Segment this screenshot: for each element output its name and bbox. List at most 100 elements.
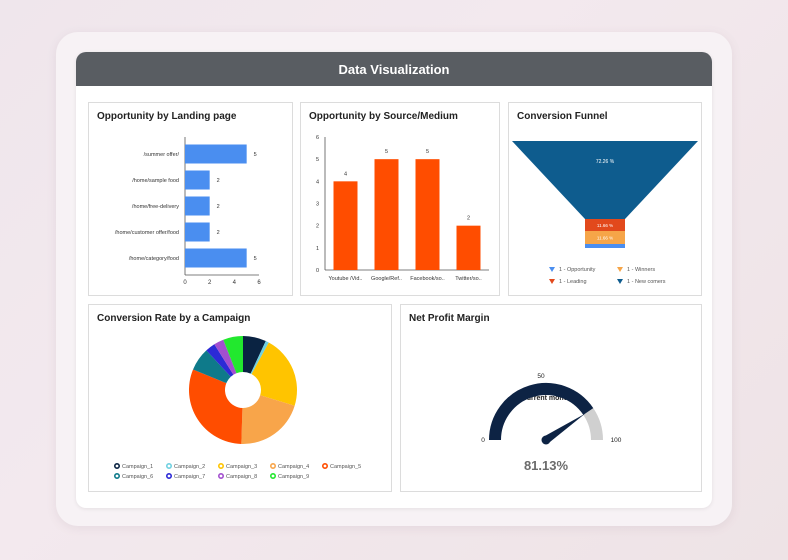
page-title: Data Visualization: [338, 61, 450, 77]
bar-value-label: 2: [217, 178, 220, 184]
bar-category-label: /home/free-delivery: [132, 204, 179, 210]
bar: [185, 170, 210, 190]
dashboard-window: Data Visualization Opportunity by Landin…: [76, 52, 712, 508]
x-tick-label: 0: [183, 280, 187, 286]
funnel-stage: [585, 231, 625, 244]
bar: [456, 225, 481, 270]
bar-value-label: 2: [217, 230, 220, 236]
bar: [185, 144, 247, 164]
bar: [333, 181, 358, 270]
donut-slice: [223, 336, 243, 374]
donut-slice: [243, 336, 266, 374]
donut-slice: [241, 395, 295, 444]
y-tick-label: 0: [316, 268, 319, 274]
legend-marker: [218, 463, 225, 470]
funnel-stage-label: 11.66 %: [597, 236, 613, 241]
bar: [374, 159, 399, 270]
x-tick-label: 2: [208, 280, 212, 286]
bar-category-label: /home/sample food: [132, 178, 179, 184]
bar-value-label: 2: [467, 216, 470, 222]
bar: [185, 196, 210, 216]
source-medium-title: Opportunity by Source/Medium: [309, 111, 458, 122]
legend-label: Campaign_3: [226, 464, 257, 470]
landing-bar-chart: /summer offer/5/home/sample food 2/home/f…: [115, 137, 261, 286]
y-tick-label: 3: [316, 202, 319, 208]
legend-label: Campaign_5: [330, 464, 361, 470]
gauge-max-label: 100: [611, 437, 622, 444]
funnel-title: Conversion Funnel: [517, 111, 608, 122]
gauge-needle-hub: [541, 435, 551, 445]
gauge-needle: [543, 413, 585, 444]
legend-marker: [322, 463, 329, 470]
legend-marker: [113, 473, 120, 480]
donut-slice: [193, 350, 231, 384]
funnel-chart: 72.26 % 11.66 % 11.66 % 1 - Opportunity 1 - …: [512, 141, 698, 285]
x-category-label: Twitter/so..: [455, 276, 482, 282]
campaign-title: Conversion Rate by a Campaign: [97, 313, 251, 324]
profit-gauge: Current month 0 50 100 81.13%: [481, 373, 622, 473]
bar: [185, 248, 247, 268]
y-tick-label: 2: [316, 224, 319, 230]
legend-label: 1 - Opportunity: [559, 267, 596, 273]
legend-marker: [617, 279, 623, 284]
legend-label: Campaign_1: [122, 464, 153, 470]
legend-label: 1 - Leading: [559, 279, 587, 285]
bar-value-label: 5: [254, 152, 257, 158]
x-tick-label: 6: [257, 280, 261, 286]
donut-slice: [250, 341, 269, 375]
legend-label: Campaign_2: [174, 464, 205, 470]
legend-marker: [166, 463, 173, 470]
legend-marker: [617, 267, 623, 272]
gauge-mid-label: 50: [537, 373, 545, 380]
x-category-label: Facebook/so..: [410, 276, 445, 282]
legend-label: Campaign_4: [278, 464, 309, 470]
gauge-value-label: 81.13%: [524, 458, 569, 473]
funnel-card: Conversion Funnel 72.26 % 11.66 % 11.66 % 1…: [508, 102, 702, 296]
bar-value-label: 5: [426, 149, 429, 155]
legend-marker: [270, 473, 277, 480]
legend-marker: [270, 463, 277, 470]
bar-value-label: 5: [254, 256, 257, 262]
funnel-stage-label: 11.66 %: [597, 223, 613, 228]
gauge-fill: [489, 383, 594, 441]
legend-label: Campaign_6: [122, 474, 153, 480]
bar-value-label: 5: [385, 149, 388, 155]
y-tick-label: 1: [316, 246, 319, 252]
profit-title: Net Profit Margin: [409, 313, 490, 324]
donut-slice: [206, 344, 234, 377]
bar-category-label: /home/category/food: [129, 256, 179, 262]
x-tick-label: 4: [233, 280, 237, 286]
y-tick-label: 4: [316, 179, 319, 185]
x-category-label: Youtube /Vid..: [329, 276, 363, 282]
y-tick-label: 5: [316, 157, 319, 163]
bar: [415, 159, 440, 270]
campaign-donut-chart: Campaign_1 Campaign_2 Campaign_3 Campaign_4…: [113, 336, 361, 480]
donut-slice: [251, 342, 297, 406]
bar-value-label: 2: [217, 204, 220, 210]
donut-slice: [214, 339, 237, 375]
funnel-stage: [512, 141, 698, 219]
campaign-card: Conversion Rate by a Campaign Campaign_1…: [88, 304, 392, 492]
legend-label: 1 - Winners: [627, 267, 655, 273]
header-bar: Data Visualization: [76, 52, 712, 86]
bar-category-label: /summer offer/: [144, 152, 180, 158]
bar-category-label: /home/customer offer/food: [115, 230, 179, 236]
funnel-stage: [585, 219, 625, 231]
legend-label: 1 - New comers: [627, 279, 666, 285]
bar: [185, 222, 210, 242]
bar-value-label: 4: [344, 171, 347, 177]
gauge-min-label: 0: [481, 437, 485, 444]
gauge-subtitle: Current month: [522, 395, 571, 402]
landing-page-card: Opportunity by Landing page /summer offe…: [88, 102, 293, 296]
x-category-label: Google/Ref..: [371, 276, 402, 282]
funnel-stage-label: 72.26 %: [596, 159, 615, 165]
legend-marker: [113, 463, 120, 470]
legend-marker: [166, 473, 173, 480]
legend-label: Campaign_8: [226, 474, 257, 480]
gauge-track: [583, 408, 603, 441]
funnel-stage: [585, 244, 625, 248]
profit-card: Net Profit Margin Current month 0 50 100 81.…: [400, 304, 702, 492]
source-bar-chart: 0 1 2 3 4 5 6 4 Youtube /Vid.. 5 Google/Ref.. 5 Face…: [316, 135, 489, 282]
legend-label: Campaign_7: [174, 474, 205, 480]
legend-marker: [549, 279, 555, 284]
